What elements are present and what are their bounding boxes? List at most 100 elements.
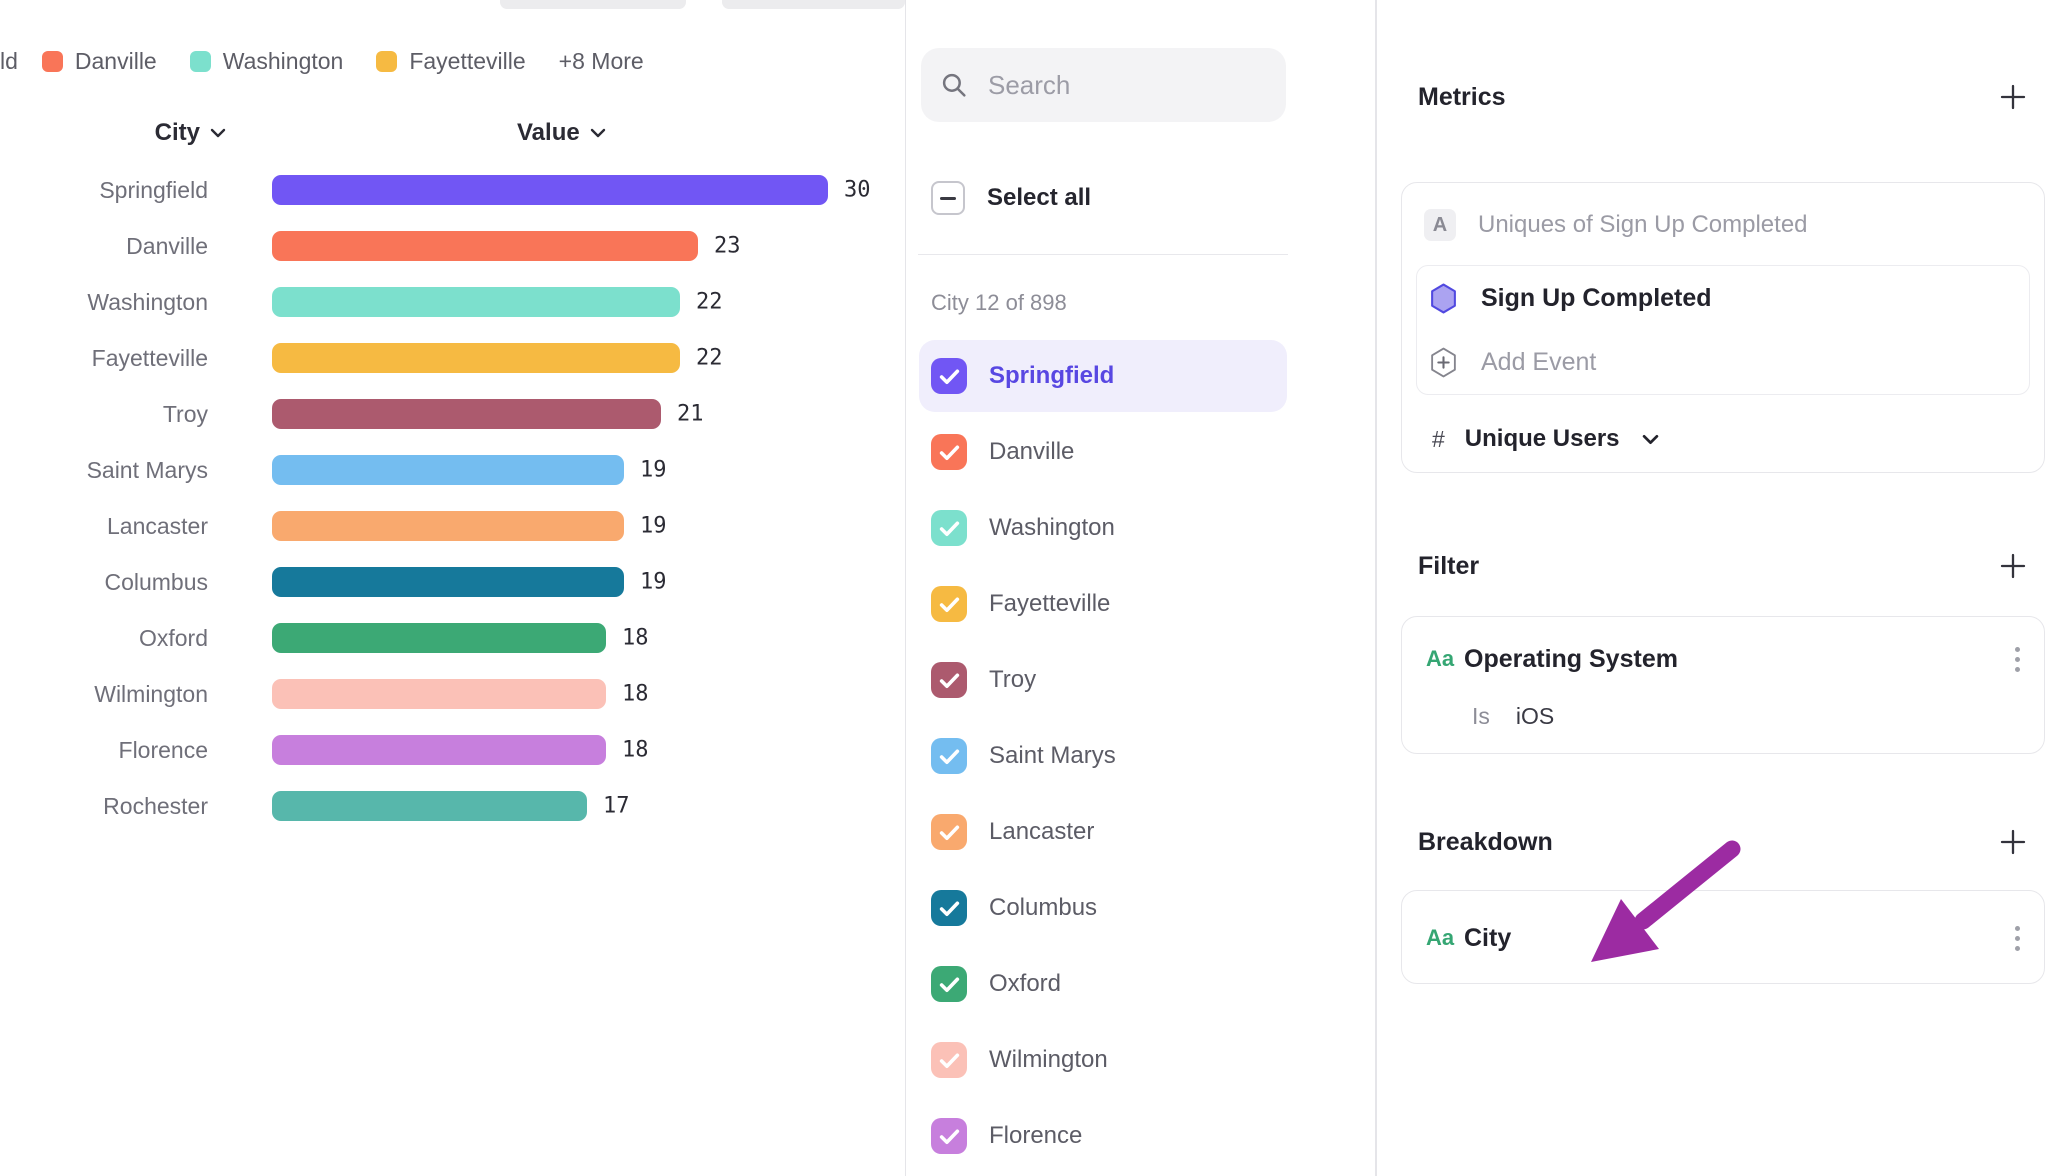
- breakdown-section-header: Breakdown: [1418, 822, 2028, 862]
- city-list-item[interactable]: Oxford: [906, 946, 1375, 1022]
- bar[interactable]: [272, 623, 606, 653]
- clipped-toolbar-button[interactable]: [722, 0, 905, 9]
- bar[interactable]: [272, 455, 624, 485]
- legend-swatch: [41, 50, 63, 72]
- check-icon: [939, 596, 959, 612]
- checkbox-checked[interactable]: [931, 738, 967, 774]
- city-label: Saint Marys: [989, 742, 1116, 769]
- checkbox-checked[interactable]: [931, 586, 967, 622]
- checkbox-checked[interactable]: [931, 814, 967, 850]
- checkbox-checked[interactable]: [931, 510, 967, 546]
- bar-category-label: Oxford: [138, 624, 208, 651]
- measure-dropdown[interactable]: # Unique Users: [1432, 419, 1659, 459]
- city-label: Springfield: [989, 362, 1115, 389]
- bar-track: 17: [272, 791, 828, 821]
- city-list-item[interactable]: Wilmington: [906, 1022, 1375, 1098]
- filter-property-row[interactable]: Aa Operating System: [1426, 639, 2026, 679]
- select-all-row[interactable]: Select all: [931, 181, 1091, 215]
- bar-row: Troy 21: [0, 386, 905, 442]
- hexagon-icon: [1431, 283, 1456, 313]
- bar-track: 22: [272, 343, 828, 373]
- checkbox-checked[interactable]: [931, 890, 967, 926]
- check-icon: [939, 444, 959, 460]
- bar[interactable]: [272, 399, 661, 429]
- bar[interactable]: [272, 175, 828, 205]
- search-input[interactable]: [986, 68, 1266, 102]
- bar[interactable]: [272, 735, 606, 765]
- bar[interactable]: [272, 287, 680, 317]
- metric-title-row: A Uniques of Sign Up Completed: [1424, 209, 2022, 241]
- city-label: Fayetteville: [989, 590, 1111, 617]
- filter-condition-row[interactable]: Is iOS: [1472, 703, 1554, 730]
- add-event-row[interactable]: Add Event: [1417, 330, 2029, 394]
- city-list-item[interactable]: Saint Marys: [906, 718, 1375, 794]
- bar-value-label: 18: [622, 737, 649, 763]
- add-event-hexagon-icon: [1431, 347, 1456, 377]
- bar[interactable]: [272, 567, 624, 597]
- city-list-item[interactable]: Lancaster: [906, 794, 1375, 870]
- query-inspector-panel: Metrics A Uniques of Sign Up Completed S…: [1376, 0, 2064, 1176]
- legend-item[interactable]: Danville: [41, 48, 157, 75]
- event-card: Sign Up Completed Add Event: [1416, 265, 2030, 395]
- bar-value-label: 18: [622, 681, 649, 707]
- bar-row: Danville 23: [0, 218, 905, 274]
- sort-header-city[interactable]: City: [0, 119, 240, 147]
- checkbox-checked[interactable]: [931, 662, 967, 698]
- checkbox-checked[interactable]: [931, 1042, 967, 1078]
- checkbox-indeterminate[interactable]: [931, 181, 965, 215]
- add-breakdown-button[interactable]: [1998, 827, 2028, 857]
- search-icon: [942, 73, 966, 97]
- sort-header-value[interactable]: Value: [517, 119, 606, 147]
- bar-row: Columbus 19: [0, 554, 905, 610]
- legend-more-label[interactable]: +8 More: [558, 47, 644, 74]
- divider: [918, 254, 1288, 255]
- city-list-item[interactable]: Washington: [906, 490, 1375, 566]
- city-list-item[interactable]: Fayetteville: [906, 566, 1375, 642]
- legend-item-clipped[interactable]: ld: [0, 47, 18, 74]
- bar[interactable]: [272, 231, 698, 261]
- legend-item[interactable]: Washington: [189, 48, 343, 75]
- event-row[interactable]: Sign Up Completed: [1417, 266, 2029, 330]
- filter-operator: Is: [1472, 703, 1490, 729]
- clipped-toolbar-button[interactable]: [500, 0, 686, 9]
- city-list-item[interactable]: Columbus: [906, 870, 1375, 946]
- legend-item[interactable]: Fayetteville: [376, 48, 526, 75]
- checkbox-checked[interactable]: [931, 966, 967, 1002]
- bar-row: Oxford 18: [0, 610, 905, 666]
- filter-card: Aa Operating System Is iOS: [1401, 616, 2045, 754]
- add-filter-button[interactable]: [1998, 551, 2028, 581]
- text-type-icon: Aa: [1426, 925, 1455, 950]
- metrics-section-header: Metrics: [1418, 77, 2028, 117]
- bar-track: 19: [272, 511, 828, 541]
- bar-value-label: 19: [640, 457, 667, 483]
- plus-icon: [2000, 829, 2026, 855]
- city-list-item[interactable]: Troy: [906, 642, 1375, 718]
- bar-category-label: Wilmington: [94, 680, 208, 707]
- event-name: Sign Up Completed: [1481, 283, 1712, 312]
- bar-row: Washington 22: [0, 274, 905, 330]
- bar[interactable]: [272, 511, 624, 541]
- breakdown-property-row[interactable]: Aa City: [1426, 918, 2026, 958]
- checkbox-checked[interactable]: [931, 358, 967, 394]
- kebab-menu-icon[interactable]: [2009, 641, 2026, 678]
- check-icon: [939, 1052, 959, 1068]
- chevron-down-icon: [210, 128, 226, 138]
- city-list-item[interactable]: Florence: [906, 1098, 1375, 1174]
- kebab-menu-icon[interactable]: [2009, 920, 2026, 957]
- add-metric-button[interactable]: [1998, 82, 2028, 112]
- city-list-item[interactable]: Danville: [906, 414, 1375, 490]
- bar-row: Fayetteville 22: [0, 330, 905, 386]
- checkbox-checked[interactable]: [931, 1118, 967, 1154]
- city-list-item[interactable]: Springfield: [906, 338, 1375, 414]
- chevron-down-icon: [1642, 434, 1658, 444]
- metric-card: A Uniques of Sign Up Completed Sign Up C…: [1401, 182, 2045, 473]
- bar[interactable]: [272, 343, 680, 373]
- bar[interactable]: [272, 791, 587, 821]
- bar[interactable]: [272, 679, 606, 709]
- breakdown-property-name: City: [1464, 923, 1512, 952]
- bar-row: Saint Marys 19: [0, 442, 905, 498]
- city-label: Washington: [989, 514, 1115, 541]
- checkbox-checked[interactable]: [931, 434, 967, 470]
- bar-category-label: Rochester: [103, 792, 208, 819]
